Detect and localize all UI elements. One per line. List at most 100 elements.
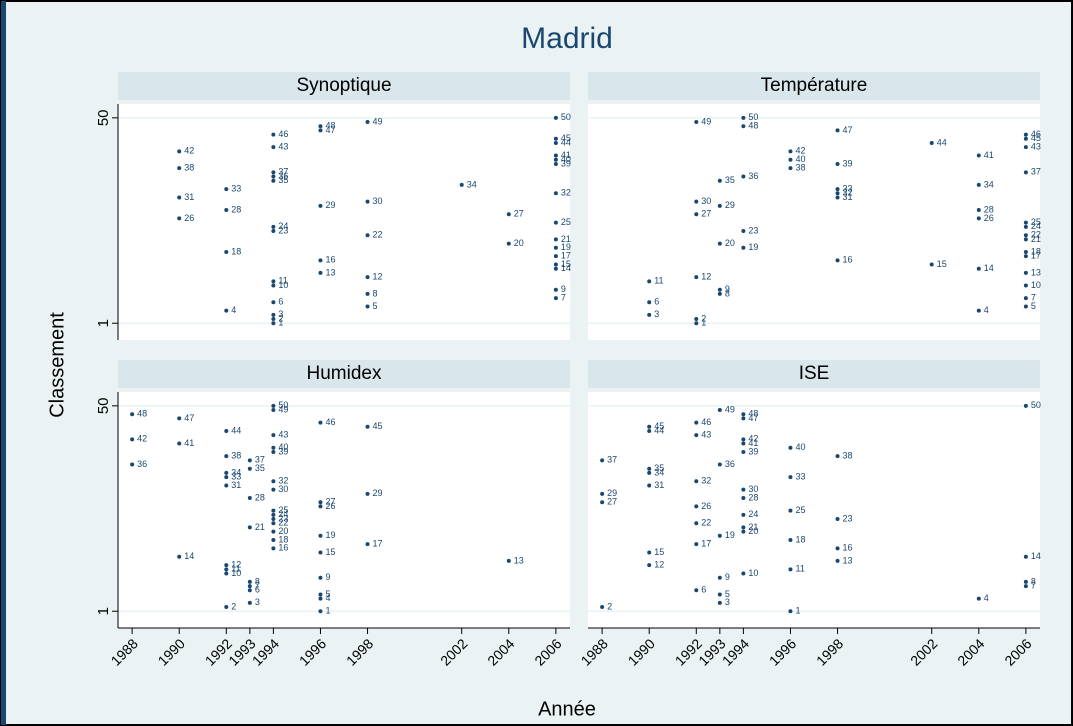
point-label: 33 — [843, 183, 853, 193]
point — [835, 517, 840, 522]
point — [318, 420, 323, 425]
point — [365, 120, 370, 125]
point-label: 34 — [984, 179, 994, 189]
point — [600, 500, 605, 505]
point-label: 14 — [184, 551, 194, 561]
point — [177, 166, 182, 171]
point-label: 38 — [843, 451, 853, 461]
point — [1023, 224, 1028, 229]
point-label: 10 — [748, 568, 758, 578]
y-tick-label: 1 — [95, 319, 112, 327]
point-label: 2 — [278, 313, 283, 323]
point-label: 27 — [607, 497, 617, 507]
point — [247, 600, 252, 605]
point-label: 35 — [654, 463, 664, 473]
point — [788, 567, 793, 572]
point — [177, 216, 182, 221]
point — [271, 449, 276, 454]
point-label: 6 — [654, 297, 659, 307]
point-label: 19 — [748, 242, 758, 252]
point — [553, 153, 558, 158]
point — [1023, 145, 1028, 150]
point-label: 7 — [1031, 292, 1036, 302]
plot-area — [118, 104, 570, 340]
point — [224, 571, 229, 576]
point-label: 16 — [325, 255, 335, 265]
panel-title: Température — [761, 75, 868, 96]
point-label: 17 — [373, 539, 383, 549]
point-label: 22 — [373, 230, 383, 240]
point — [318, 592, 323, 597]
point-label: 18 — [795, 534, 805, 544]
point — [976, 596, 981, 601]
point-label: 28 — [255, 492, 265, 502]
point-label: 35 — [725, 175, 735, 185]
point-label: 33 — [231, 471, 241, 481]
point-label: 38 — [231, 451, 241, 461]
point — [976, 153, 981, 158]
point-label: 46 — [701, 417, 711, 427]
point — [271, 229, 276, 234]
point — [647, 466, 652, 471]
strip — [118, 360, 570, 388]
point — [271, 403, 276, 408]
point-label: 22 — [1031, 230, 1041, 240]
point — [177, 195, 182, 200]
point — [647, 312, 652, 317]
point — [741, 441, 746, 446]
point-label: 20 — [514, 238, 524, 248]
point — [1023, 270, 1028, 275]
point-label: 20 — [748, 526, 758, 536]
point — [835, 195, 840, 200]
point-label: 20 — [278, 526, 288, 536]
point — [365, 291, 370, 296]
point — [271, 445, 276, 450]
point — [835, 558, 840, 563]
point — [553, 136, 558, 141]
point-label: 15 — [937, 259, 947, 269]
point-label: 11 — [278, 276, 287, 286]
point — [1023, 403, 1028, 408]
point-label: 21 — [561, 234, 571, 244]
point-label: 7 — [1031, 580, 1036, 590]
point-label: 23 — [843, 513, 853, 523]
point — [647, 300, 652, 305]
point — [271, 312, 276, 317]
point-label: 8 — [1031, 576, 1036, 586]
point — [788, 609, 793, 614]
point-label: 3 — [255, 597, 260, 607]
point — [553, 157, 558, 162]
point-label: 33 — [795, 471, 805, 481]
strip — [588, 72, 1040, 100]
point — [247, 466, 252, 471]
point — [177, 416, 182, 421]
point — [788, 157, 793, 162]
point — [741, 449, 746, 454]
point-label: 26 — [184, 213, 194, 223]
point-label: 25 — [561, 217, 571, 227]
point-label: 30 — [701, 196, 711, 206]
point-label: 44 — [561, 137, 571, 147]
point — [318, 203, 323, 208]
point-label: 48 — [325, 121, 335, 131]
point-label: 15 — [654, 547, 664, 557]
point-label: 14 — [984, 263, 994, 273]
point — [365, 491, 370, 496]
point-label: 24 — [748, 509, 758, 519]
point — [365, 233, 370, 238]
point — [694, 321, 699, 326]
point-label: 16 — [278, 543, 288, 553]
point-label: 27 — [514, 209, 524, 219]
point-label: 39 — [748, 446, 758, 456]
point — [741, 437, 746, 442]
point-label: 11 — [231, 564, 240, 574]
point-label: 9 — [725, 284, 730, 294]
point-label: 34 — [231, 467, 241, 477]
point — [553, 237, 558, 242]
point — [224, 428, 229, 433]
point-label: 25 — [795, 505, 805, 515]
point — [271, 279, 276, 284]
point-label: 23 — [748, 225, 758, 235]
point — [1023, 220, 1028, 225]
point — [835, 546, 840, 551]
